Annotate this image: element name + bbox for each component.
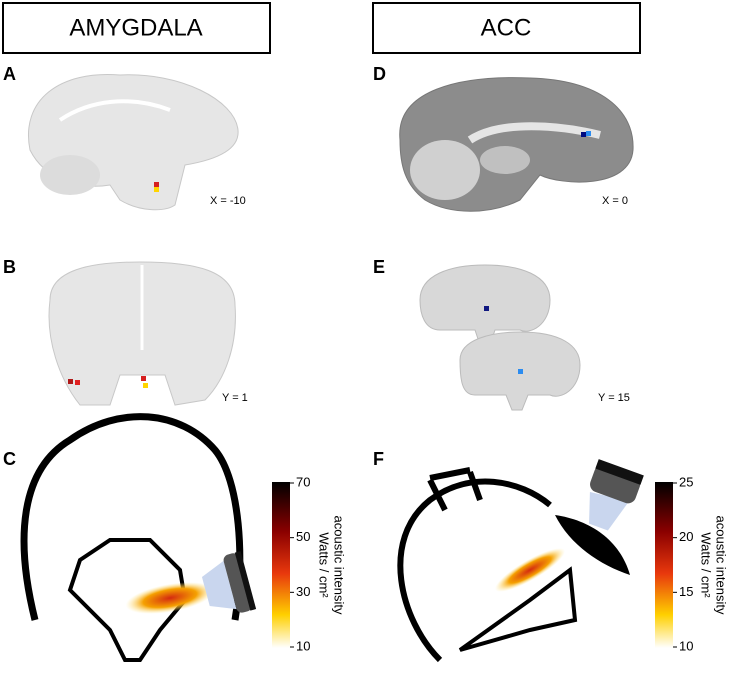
colorbar-tick-label: 30 [296,584,310,599]
panel-label: D [373,64,386,84]
slice-coordinate: Y = 1 [222,392,248,404]
slice-coordinate: X = 0 [602,195,628,207]
panel-label: E [373,257,385,277]
colorbar [655,482,673,648]
colorbar-tick-label: 50 [296,529,310,544]
brain-sagittal [28,73,239,211]
colorbar-label: acoustic intensity [332,516,347,615]
slice-coordinate: X = -10 [210,195,246,207]
brain-sagittal [399,77,634,212]
colorbar [272,482,290,648]
brain-coronal [419,264,581,411]
colorbar-tick-label: 15 [679,584,693,599]
title-box [372,2,641,54]
panel-label: C [3,449,16,469]
panel-label: F [373,449,384,469]
colorbar-tick-label: 20 [679,529,693,544]
colorbar-tick-label: 25 [679,474,693,489]
panel-label: A [3,64,16,84]
title-box [2,2,271,54]
column-title: ACC [481,14,532,41]
colorbar-label: Watts / cm² [317,532,332,598]
colorbar-label: Watts / cm² [699,532,714,598]
colorbar-tick-label: 70 [296,474,310,489]
skull-outline [397,459,644,663]
brain-coronal [48,261,236,406]
column-title: AMYGDALA [69,14,202,41]
colorbar-tick-label: 10 [296,638,310,653]
colorbar-label: acoustic intensity [714,516,729,615]
slice-coordinate: Y = 15 [598,392,630,404]
skull-outline [20,413,257,662]
colorbar-tick-label: 10 [679,638,693,653]
panel-label: B [3,257,16,277]
